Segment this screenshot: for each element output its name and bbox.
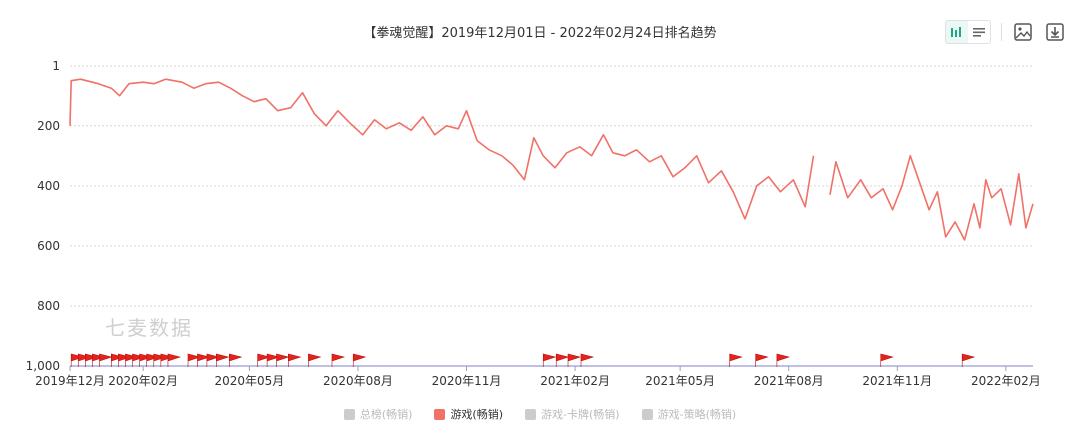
y-tick-label: 1,000 bbox=[26, 359, 60, 373]
event-flag bbox=[331, 353, 346, 367]
x-axis: 2019年12月 2020年02月 2020年05月 2020年08月 2020年11月… bbox=[35, 366, 1041, 388]
event-flag bbox=[276, 353, 290, 367]
legend-item[interactable]: 总榜(畅销) bbox=[343, 406, 413, 422]
chart-title: 【拳魂觉醒】2019年12月01日 - 2022年02月24日排名趋势 bbox=[363, 26, 717, 41]
legend-label: 游戏-卡牌(畅销) bbox=[541, 408, 620, 421]
legend-item[interactable]: 游戏(畅销) bbox=[434, 406, 503, 422]
legend-label: 游戏-策略(畅销) bbox=[657, 408, 737, 421]
bar-chart-icon[interactable] bbox=[946, 21, 968, 43]
event-flag bbox=[880, 353, 894, 367]
view-toggle[interactable] bbox=[945, 20, 991, 44]
series-line bbox=[69, 78, 815, 220]
legend-item[interactable]: 游戏-卡牌(畅销) bbox=[525, 406, 620, 422]
event-flag bbox=[99, 353, 113, 367]
event-flag bbox=[308, 353, 322, 367]
event-flag bbox=[229, 353, 243, 367]
watermark: 七麦数据 bbox=[105, 316, 193, 340]
x-tick-label: 2020年08月 bbox=[323, 374, 393, 388]
event-flag bbox=[542, 353, 557, 367]
x-tick-label: 2019年12月 bbox=[35, 374, 105, 388]
event-flag bbox=[580, 353, 595, 367]
event-flag bbox=[555, 353, 570, 367]
rank-trend-chart: 1 200 400 600 800 1,000 2019年12月 2020年02月 2020年… bbox=[26, 59, 1041, 388]
legend-swatch bbox=[641, 408, 653, 420]
event-flag bbox=[755, 353, 769, 367]
event-flag bbox=[567, 353, 582, 367]
event-flags bbox=[70, 353, 976, 367]
x-tick-label: 2021年08月 bbox=[754, 374, 824, 388]
event-flag bbox=[216, 353, 230, 367]
event-flag bbox=[776, 353, 790, 367]
series-lines bbox=[69, 78, 1034, 241]
x-tick-label: 2021年05月 bbox=[645, 374, 715, 388]
y-tick-label: 1 bbox=[52, 59, 60, 73]
chart-legend: 总榜(畅销) 游戏(畅销) 游戏-卡牌(畅销) 游戏-策略(畅销) bbox=[0, 406, 1080, 422]
chart-toolbar bbox=[945, 20, 1066, 44]
legend-label: 总榜(畅销) bbox=[359, 408, 413, 421]
toolbar-divider bbox=[1001, 23, 1002, 41]
legend-label: 游戏(畅销) bbox=[450, 408, 504, 421]
x-tick-label: 2021年02月 bbox=[540, 374, 610, 388]
legend-swatch bbox=[525, 408, 537, 420]
event-flag bbox=[961, 353, 976, 367]
legend-swatch bbox=[343, 408, 355, 420]
y-tick-label: 400 bbox=[37, 179, 60, 193]
y-tick-label: 600 bbox=[37, 239, 60, 253]
series-line bbox=[829, 155, 1034, 241]
image-download-icon[interactable] bbox=[1012, 21, 1034, 43]
x-tick-label: 2020年11月 bbox=[432, 374, 502, 388]
grid-lines bbox=[70, 65, 1033, 367]
x-tick-label: 2020年05月 bbox=[214, 374, 284, 388]
y-tick-label: 800 bbox=[37, 299, 60, 313]
event-flag bbox=[729, 353, 743, 367]
x-tick-label: 2021年11月 bbox=[862, 374, 932, 388]
list-icon[interactable] bbox=[968, 21, 990, 43]
download-icon[interactable] bbox=[1044, 21, 1066, 43]
event-flag bbox=[288, 353, 302, 367]
x-tick-label: 2020年02月 bbox=[108, 374, 178, 388]
event-flag bbox=[167, 353, 182, 367]
x-tick-label: 2022年02月 bbox=[971, 374, 1041, 388]
event-flag bbox=[352, 353, 367, 367]
y-tick-label: 200 bbox=[37, 119, 60, 133]
legend-swatch bbox=[434, 408, 446, 420]
y-axis: 1 200 400 600 800 1,000 bbox=[26, 59, 60, 373]
legend-item[interactable]: 游戏-策略(畅销) bbox=[641, 406, 737, 422]
